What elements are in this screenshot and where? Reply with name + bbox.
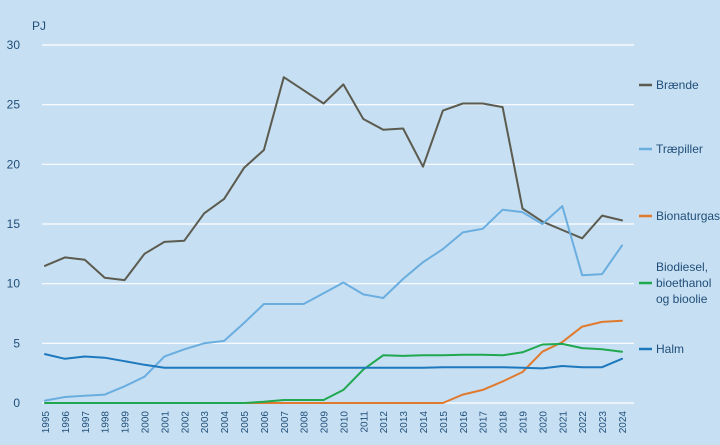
x-tick-label: 2023 bbox=[598, 411, 609, 434]
legend-label-line: bioethanol bbox=[656, 276, 711, 290]
legend-label: Halm bbox=[656, 342, 684, 356]
x-tick-label: 2024 bbox=[618, 411, 629, 434]
legend-label: Brænde bbox=[656, 78, 699, 92]
x-axis-ticks: 1995 1996 1997 1998 1999 2000 2001 2002 2003 2004… bbox=[41, 411, 629, 434]
y-tick-label: 10 bbox=[7, 277, 21, 291]
legend-label-line: Biodiesel, bbox=[656, 260, 708, 274]
y-axis-unit-label: PJ bbox=[32, 19, 46, 33]
x-tick-label: 2006 bbox=[260, 411, 271, 434]
legend-label: Træpiller bbox=[656, 142, 703, 156]
x-tick-label: 2018 bbox=[499, 411, 510, 434]
x-tick-label: 1997 bbox=[81, 411, 92, 434]
series-line-brænde bbox=[44, 76, 623, 282]
series-line-halm bbox=[44, 353, 623, 370]
x-tick-label: 2012 bbox=[379, 411, 390, 434]
x-tick-label: 2017 bbox=[479, 411, 490, 434]
y-tick-label: 15 bbox=[7, 217, 21, 231]
series-lines bbox=[44, 76, 623, 404]
x-tick-label: 2008 bbox=[300, 411, 311, 434]
x-tick-label: 1995 bbox=[41, 411, 52, 434]
series-line-træpiller bbox=[44, 205, 623, 402]
x-tick-label: 2013 bbox=[399, 411, 410, 434]
y-tick-label: 0 bbox=[13, 396, 20, 410]
x-tick-label: 2002 bbox=[180, 411, 191, 434]
x-tick-label: 2010 bbox=[339, 411, 350, 434]
x-tick-label: 2007 bbox=[280, 411, 291, 434]
y-tick-label: 25 bbox=[7, 98, 21, 112]
x-tick-label: 2015 bbox=[439, 411, 450, 434]
y-tick-label: 20 bbox=[7, 157, 21, 171]
x-tick-label: 2000 bbox=[140, 411, 151, 434]
x-tick-label: 2003 bbox=[200, 411, 211, 434]
y-tick-label: 30 bbox=[7, 38, 21, 52]
legend: Brænde Træpiller Bionaturgas Biodiesel, bioe… bbox=[639, 78, 720, 356]
x-tick-label: 2020 bbox=[538, 411, 549, 434]
gridlines bbox=[42, 44, 634, 404]
x-tick-label: 2021 bbox=[558, 411, 569, 434]
x-tick-label: 2016 bbox=[459, 411, 470, 434]
x-tick-label: 2019 bbox=[519, 411, 530, 434]
legend-label-line: og bioolie bbox=[656, 292, 708, 306]
y-axis-ticks: 0 5 10 15 20 25 30 bbox=[7, 38, 21, 410]
x-tick-label: 2009 bbox=[320, 411, 331, 434]
y-tick-label: 5 bbox=[13, 336, 20, 350]
legend-label: Biodiesel, bioethanol og bioolie bbox=[656, 260, 711, 306]
x-tick-label: 1999 bbox=[121, 411, 132, 434]
x-tick-label: 2011 bbox=[359, 411, 370, 433]
legend-label: Bionaturgas bbox=[656, 209, 720, 223]
series-line-biodiesel-bioethanol-og-bioolie bbox=[44, 342, 623, 404]
x-tick-label: 2022 bbox=[578, 411, 589, 434]
legend-label-line: Bionaturgas bbox=[656, 209, 720, 223]
x-tick-label: 1998 bbox=[101, 411, 112, 434]
legend-label-line: Brænde bbox=[656, 78, 699, 92]
x-tick-label: 2004 bbox=[220, 411, 231, 434]
legend-label-line: Halm bbox=[656, 342, 684, 356]
x-tick-label: 2005 bbox=[240, 411, 251, 434]
x-tick-label: 1996 bbox=[61, 411, 72, 434]
x-tick-label: 2014 bbox=[419, 411, 430, 434]
legend-label-line: Træpiller bbox=[656, 142, 703, 156]
x-tick-label: 2001 bbox=[160, 411, 171, 434]
